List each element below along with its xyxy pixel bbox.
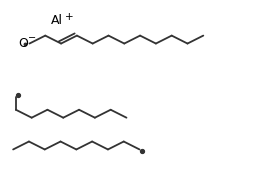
Text: O: O [18, 37, 28, 50]
Text: −: − [28, 33, 36, 43]
Text: Al: Al [51, 14, 63, 27]
Text: +: + [64, 12, 73, 22]
